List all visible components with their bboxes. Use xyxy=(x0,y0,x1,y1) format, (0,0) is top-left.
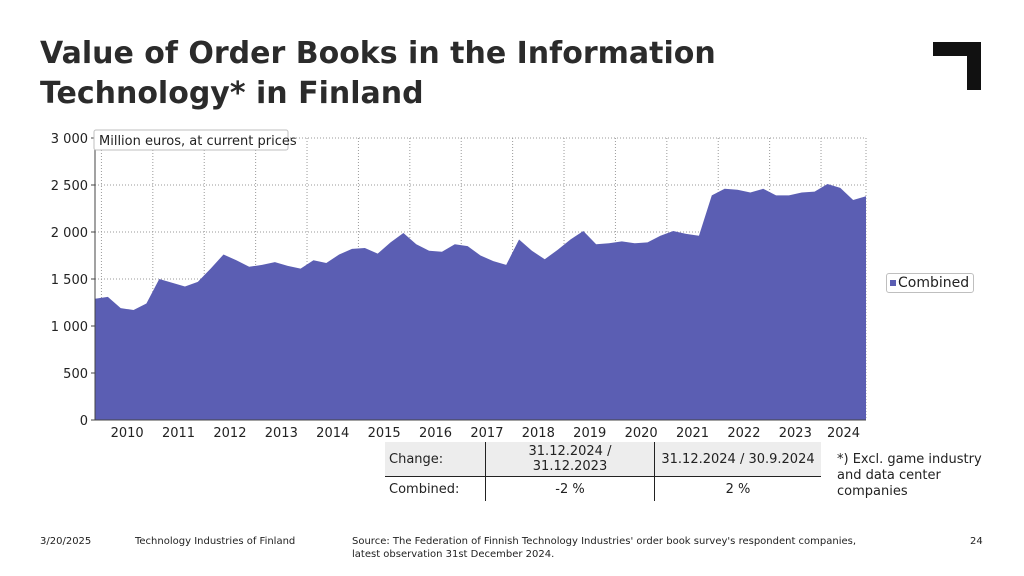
change-header-qoq: 31.12.2024 / 30.9.2024 xyxy=(654,442,821,477)
y-tick-label: 0 xyxy=(80,414,88,429)
y-tick-label: 1 000 xyxy=(51,320,88,335)
change-table-header: Change: 31.12.2024 / 31.12.2023 31.12.20… xyxy=(385,442,821,477)
x-tick-label: 2018 xyxy=(522,426,555,441)
chart-legend: Combined xyxy=(886,273,975,293)
legend-label-combined: Combined xyxy=(898,275,970,291)
change-row-label: Combined: xyxy=(389,481,460,497)
unit-label: Million euros, at current prices xyxy=(99,134,297,149)
x-tick-label: 2011 xyxy=(162,426,195,441)
legend-swatch-combined xyxy=(890,280,896,286)
x-tick-label: 2014 xyxy=(316,426,349,441)
change-header-label: Change: xyxy=(385,442,486,477)
x-tick-label: 2015 xyxy=(368,426,401,441)
y-tick-label: 2 000 xyxy=(51,226,88,241)
y-tick-label: 2 500 xyxy=(51,179,88,194)
y-tick-label: 3 000 xyxy=(51,132,88,147)
change-qoq-value: 2 % xyxy=(654,476,821,501)
change-yoy-value: -2 % xyxy=(485,476,655,501)
x-tick-label: 2016 xyxy=(419,426,452,441)
page-title: Value of Order Books in the Information … xyxy=(40,36,716,111)
footnote: *) Excl. game industry and data center c… xyxy=(837,452,982,499)
change-table-row: Combined: -2 % 2 % xyxy=(385,476,821,501)
footer-org: Technology Industries of Finland xyxy=(135,536,296,547)
company-logo xyxy=(933,42,981,90)
x-tick-label: 2017 xyxy=(470,426,503,441)
x-tick-label: 2012 xyxy=(213,426,246,441)
x-tick-label: 2010 xyxy=(111,426,144,441)
y-tick-label: 500 xyxy=(63,367,88,382)
footer-date: 3/20/2025 xyxy=(40,536,92,547)
change-header-yoy: 31.12.2024 / 31.12.2023 xyxy=(485,442,655,477)
footer-source: Source: The Federation of Finnish Techno… xyxy=(352,536,857,560)
x-tick-label: 2022 xyxy=(727,426,760,441)
y-tick-label: 1 500 xyxy=(51,273,88,288)
footer-page-number: 24 xyxy=(970,536,983,547)
x-tick-label: 2013 xyxy=(265,426,298,441)
x-tick-label: 2023 xyxy=(779,426,812,441)
x-tick-label: 2019 xyxy=(573,426,606,441)
chart-axes: 0 500 1 000 1 500 2 000 2 500 3 000 2010 2011 201… xyxy=(51,132,866,441)
unit-label-box: Million euros, at current prices xyxy=(93,129,297,151)
x-tick-label: 2021 xyxy=(676,426,709,441)
series-area-combined xyxy=(95,184,866,420)
change-table: Change: 31.12.2024 / 31.12.2023 31.12.20… xyxy=(385,442,821,501)
x-tick-label: 2020 xyxy=(625,426,658,441)
x-tick-label: 2024 xyxy=(827,426,860,441)
